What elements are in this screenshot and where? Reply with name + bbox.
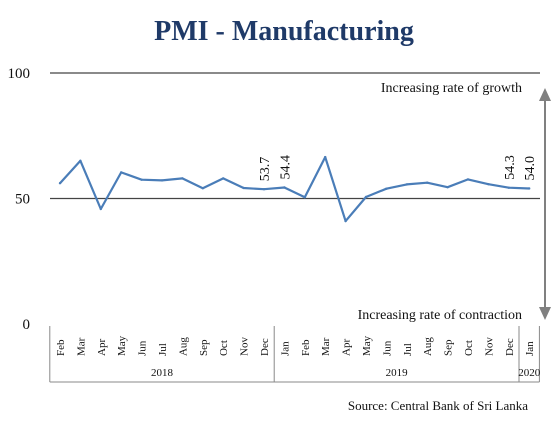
- category-label: Sep: [198, 339, 210, 356]
- year-label: 2019: [386, 367, 409, 379]
- data-point: [160, 179, 164, 182]
- y-axis-ticks: 0 50 100: [8, 66, 31, 333]
- category-label: Jan: [524, 341, 536, 356]
- double-arrow-icon: [539, 88, 551, 320]
- data-point: [487, 182, 490, 186]
- data-point: [446, 186, 449, 189]
- category-label: Aug: [422, 337, 434, 356]
- data-point: [466, 178, 470, 181]
- category-label: Jun: [381, 340, 393, 356]
- data-point: [507, 186, 510, 189]
- data-point: [99, 207, 103, 211]
- category-label: Feb: [55, 339, 67, 356]
- series-group: [58, 155, 531, 223]
- category-label: Nov: [239, 337, 251, 356]
- series-line: [59, 156, 530, 223]
- year-labels: 2018 2019 2020: [151, 367, 541, 379]
- category-label: Mar: [320, 337, 332, 356]
- data-point: [283, 186, 286, 189]
- data-label: 54.3: [503, 155, 518, 180]
- data-point: [262, 188, 266, 191]
- category-label: Oct: [463, 340, 475, 356]
- category-label: Dec: [504, 338, 516, 356]
- growth-annotation: Increasing rate of growth: [381, 81, 522, 96]
- category-label: May: [116, 335, 128, 356]
- category-label: Feb: [300, 339, 312, 356]
- data-point: [222, 177, 225, 180]
- category-label: Jan: [279, 341, 291, 356]
- category-label: Sep: [443, 339, 455, 356]
- category-label: Nov: [483, 337, 495, 356]
- reference-lines: [50, 72, 540, 200]
- data-labels: 53.7 54.4 54.3 54.0: [258, 155, 538, 181]
- category-label: Mar: [75, 337, 87, 356]
- category-label: Apr: [96, 339, 108, 356]
- data-point: [58, 181, 62, 185]
- y-tick-label: 50: [15, 192, 30, 208]
- arrow-head-up: [539, 88, 551, 101]
- year-label: 2018: [151, 367, 174, 379]
- data-label: 53.7: [258, 157, 273, 182]
- category-label: Jul: [157, 343, 169, 356]
- category-label: Apr: [341, 339, 353, 356]
- data-point: [79, 159, 82, 163]
- category-label: Jul: [402, 343, 414, 356]
- data-point: [344, 219, 347, 223]
- data-point: [181, 177, 184, 180]
- data-point: [324, 155, 327, 159]
- data-point: [405, 183, 408, 186]
- source-note: Source: Central Bank of Sri Lanka: [348, 398, 528, 413]
- category-label: Aug: [177, 337, 189, 356]
- y-tick-label: 0: [23, 317, 31, 333]
- category-labels: Feb Mar Apr May Jun Jul Aug Sep Oct Nov Dec Jan Feb M…: [55, 335, 536, 356]
- data-point: [201, 187, 204, 190]
- category-label: Oct: [218, 340, 230, 356]
- x-axis: [49, 326, 540, 383]
- y-tick-label: 100: [8, 66, 31, 82]
- category-label: Jun: [137, 340, 149, 356]
- category-label: May: [361, 335, 373, 356]
- data-point: [120, 171, 123, 174]
- data-point: [528, 187, 531, 190]
- data-point: [242, 186, 245, 190]
- data-label: 54.4: [278, 155, 293, 180]
- year-label: 2020: [518, 367, 541, 379]
- chart-title: PMI - Manufacturing: [154, 16, 414, 47]
- data-point: [303, 196, 306, 199]
- category-label: Dec: [259, 338, 271, 356]
- data-point: [426, 181, 429, 184]
- contraction-annotation: Increasing rate of contraction: [358, 308, 522, 323]
- arrow-head-down: [539, 307, 551, 320]
- data-point: [364, 195, 368, 199]
- data-point: [140, 178, 143, 181]
- data-label: 54.0: [523, 156, 538, 181]
- data-point: [385, 187, 388, 190]
